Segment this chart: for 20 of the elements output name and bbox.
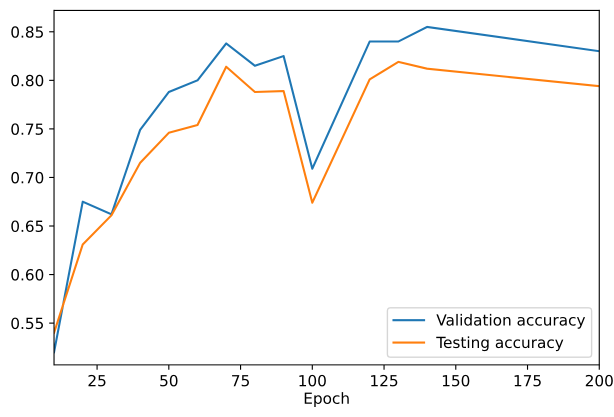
y-tick-label: 0.75 [11,123,43,135]
x-tick-label: 125 [371,374,398,386]
x-axis-title: Epoch [304,392,349,407]
x-tick-label: 50 [160,374,178,386]
x-tick-label: 200 [586,374,613,386]
y-tick-label: 0.70 [11,172,44,184]
y-tick-label: 0.80 [11,74,44,86]
x-tick-label: 75 [232,375,249,386]
x-tick-label: 100 [299,374,326,386]
x-tick-label: 175 [514,375,541,386]
line-series [54,26,600,354]
y-tick-label: 0.60 [11,269,44,281]
line-series [54,60,600,334]
y-tick-label: 0.65 [11,220,43,232]
x-tick-label: 150 [442,374,470,386]
legend-label: Testing accuracy [436,336,564,352]
x-tick-label: 25 [88,374,106,386]
y-tick-label: 0.85 [11,26,43,38]
y-tick-label: 0.55 [11,318,43,330]
legend-label: Validation accuracy [436,314,586,329]
